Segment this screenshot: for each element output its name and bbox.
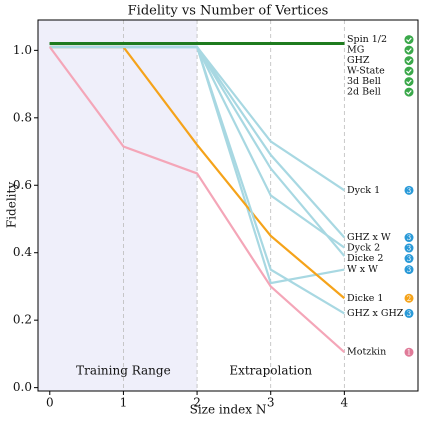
series-label: 3d Bell <box>347 76 381 87</box>
y-tick-label: 0.0 <box>13 380 32 394</box>
badge-label: 3 <box>407 234 411 242</box>
annotation: Training Range <box>76 363 171 377</box>
badge <box>404 308 414 318</box>
check-icon <box>404 77 414 87</box>
annotation: Extrapolation <box>229 363 312 377</box>
check-icon <box>404 45 414 55</box>
series-label: Motzkin <box>347 347 386 358</box>
check-mark <box>406 48 412 53</box>
check-mark <box>406 58 412 64</box>
check-mark <box>406 37 412 43</box>
badge <box>404 185 414 195</box>
x-tick-label: 1 <box>120 396 128 410</box>
badge <box>404 293 414 303</box>
badge <box>404 347 414 357</box>
y-axis-label: Fidelity <box>5 182 19 228</box>
y-tick-label: 1.0 <box>13 43 32 57</box>
series-label: GHZ x GHZ <box>347 308 404 319</box>
badge <box>404 254 414 264</box>
series-label: W x W <box>347 264 378 275</box>
check-mark <box>406 79 412 85</box>
check-icon <box>404 35 414 45</box>
badge-label: 2 <box>407 295 411 303</box>
series-label: 2d Bell <box>347 87 381 98</box>
series-label: Dyck 1 <box>347 185 380 196</box>
x-axis-label: Size index N <box>190 403 267 417</box>
check-icon <box>404 87 414 97</box>
x-tick-label: 2 <box>193 396 201 410</box>
series-label: Dicke 1 <box>347 293 383 304</box>
series-label: GHZ x W <box>347 232 391 243</box>
y-tick-label: 0.6 <box>13 178 32 192</box>
badge-label: 1 <box>407 349 411 357</box>
y-tick-label: 0.2 <box>13 313 32 327</box>
check-mark <box>406 69 412 74</box>
y-tick-label: 0.8 <box>13 110 32 124</box>
series-label: GHZ <box>347 55 370 66</box>
check-icon <box>404 56 414 66</box>
chart-title: Fidelity vs Number of Vertices <box>128 4 329 19</box>
series-label: Dyck 2 <box>347 243 380 254</box>
shaded-region <box>38 20 198 391</box>
x-tick-label: 3 <box>267 396 275 410</box>
check-icon <box>404 66 414 76</box>
series-label: W-State <box>347 66 385 77</box>
badge-label: 3 <box>407 255 411 263</box>
badge-label: 3 <box>407 245 411 253</box>
x-tick-label: 4 <box>341 396 349 410</box>
plot-frame <box>37 19 419 392</box>
badge <box>404 265 414 275</box>
check-mark <box>406 90 412 95</box>
badge <box>404 233 414 243</box>
series-line <box>48 46 346 354</box>
x-tick-label: 0 <box>46 396 54 410</box>
badge-label: 3 <box>407 266 411 274</box>
badge <box>404 243 414 253</box>
series-label: MG <box>347 45 364 56</box>
series-label: Dicke 2 <box>347 253 383 264</box>
series-label: Spin 1/2 <box>347 34 387 45</box>
badge-label: 3 <box>407 310 411 318</box>
y-tick-label: 0.4 <box>13 245 32 259</box>
badge-label: 3 <box>407 187 411 195</box>
series-line <box>49 45 345 315</box>
